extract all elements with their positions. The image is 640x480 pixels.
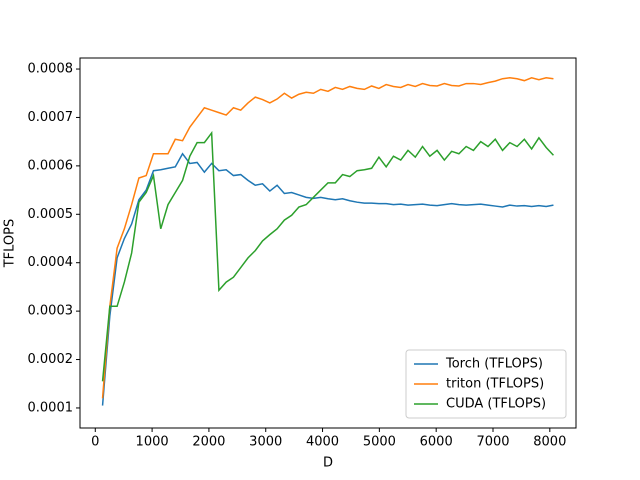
y-tick-label: 0.0004 <box>28 255 74 270</box>
series-line <box>101 152 554 406</box>
y-tick-label: 0.0005 <box>28 207 74 222</box>
y-tick-label: 0.0006 <box>28 158 74 173</box>
x-tick-label: 2000 <box>192 435 225 450</box>
plot-frame <box>79 57 577 429</box>
x-tick-label: 8000 <box>533 435 566 450</box>
y-tick-label: 0.0003 <box>28 304 74 319</box>
y-tick-label: 0.0002 <box>28 352 74 367</box>
x-tick-label: 5000 <box>363 435 396 450</box>
y-tick-label: 0.0001 <box>28 400 74 415</box>
x-tick-label: 4000 <box>306 435 339 450</box>
legend: Torch (TFLOPS) triton (TFLOPS) CUDA (TFLOP… <box>405 349 567 419</box>
y-tick-label: 0.0008 <box>28 62 74 77</box>
x-tick-label: 1000 <box>136 435 169 450</box>
x-tick-label: 0 <box>91 435 99 450</box>
y-axis-label: TFLOPS <box>3 219 18 269</box>
series-line <box>101 130 554 382</box>
x-axis-label: D <box>323 456 333 471</box>
legend-label: CUDA (TFLOPS) <box>446 397 546 412</box>
x-tick-label: 6000 <box>420 435 453 450</box>
legend-label: triton (TFLOPS) <box>446 377 544 392</box>
x-tick-label: 7000 <box>476 435 509 450</box>
series-line <box>101 76 554 399</box>
legend-label: Torch (TFLOPS) <box>445 357 543 372</box>
legend-box <box>405 349 567 419</box>
y-tick-label: 0.0007 <box>28 110 74 125</box>
x-tick-label: 3000 <box>249 435 282 450</box>
